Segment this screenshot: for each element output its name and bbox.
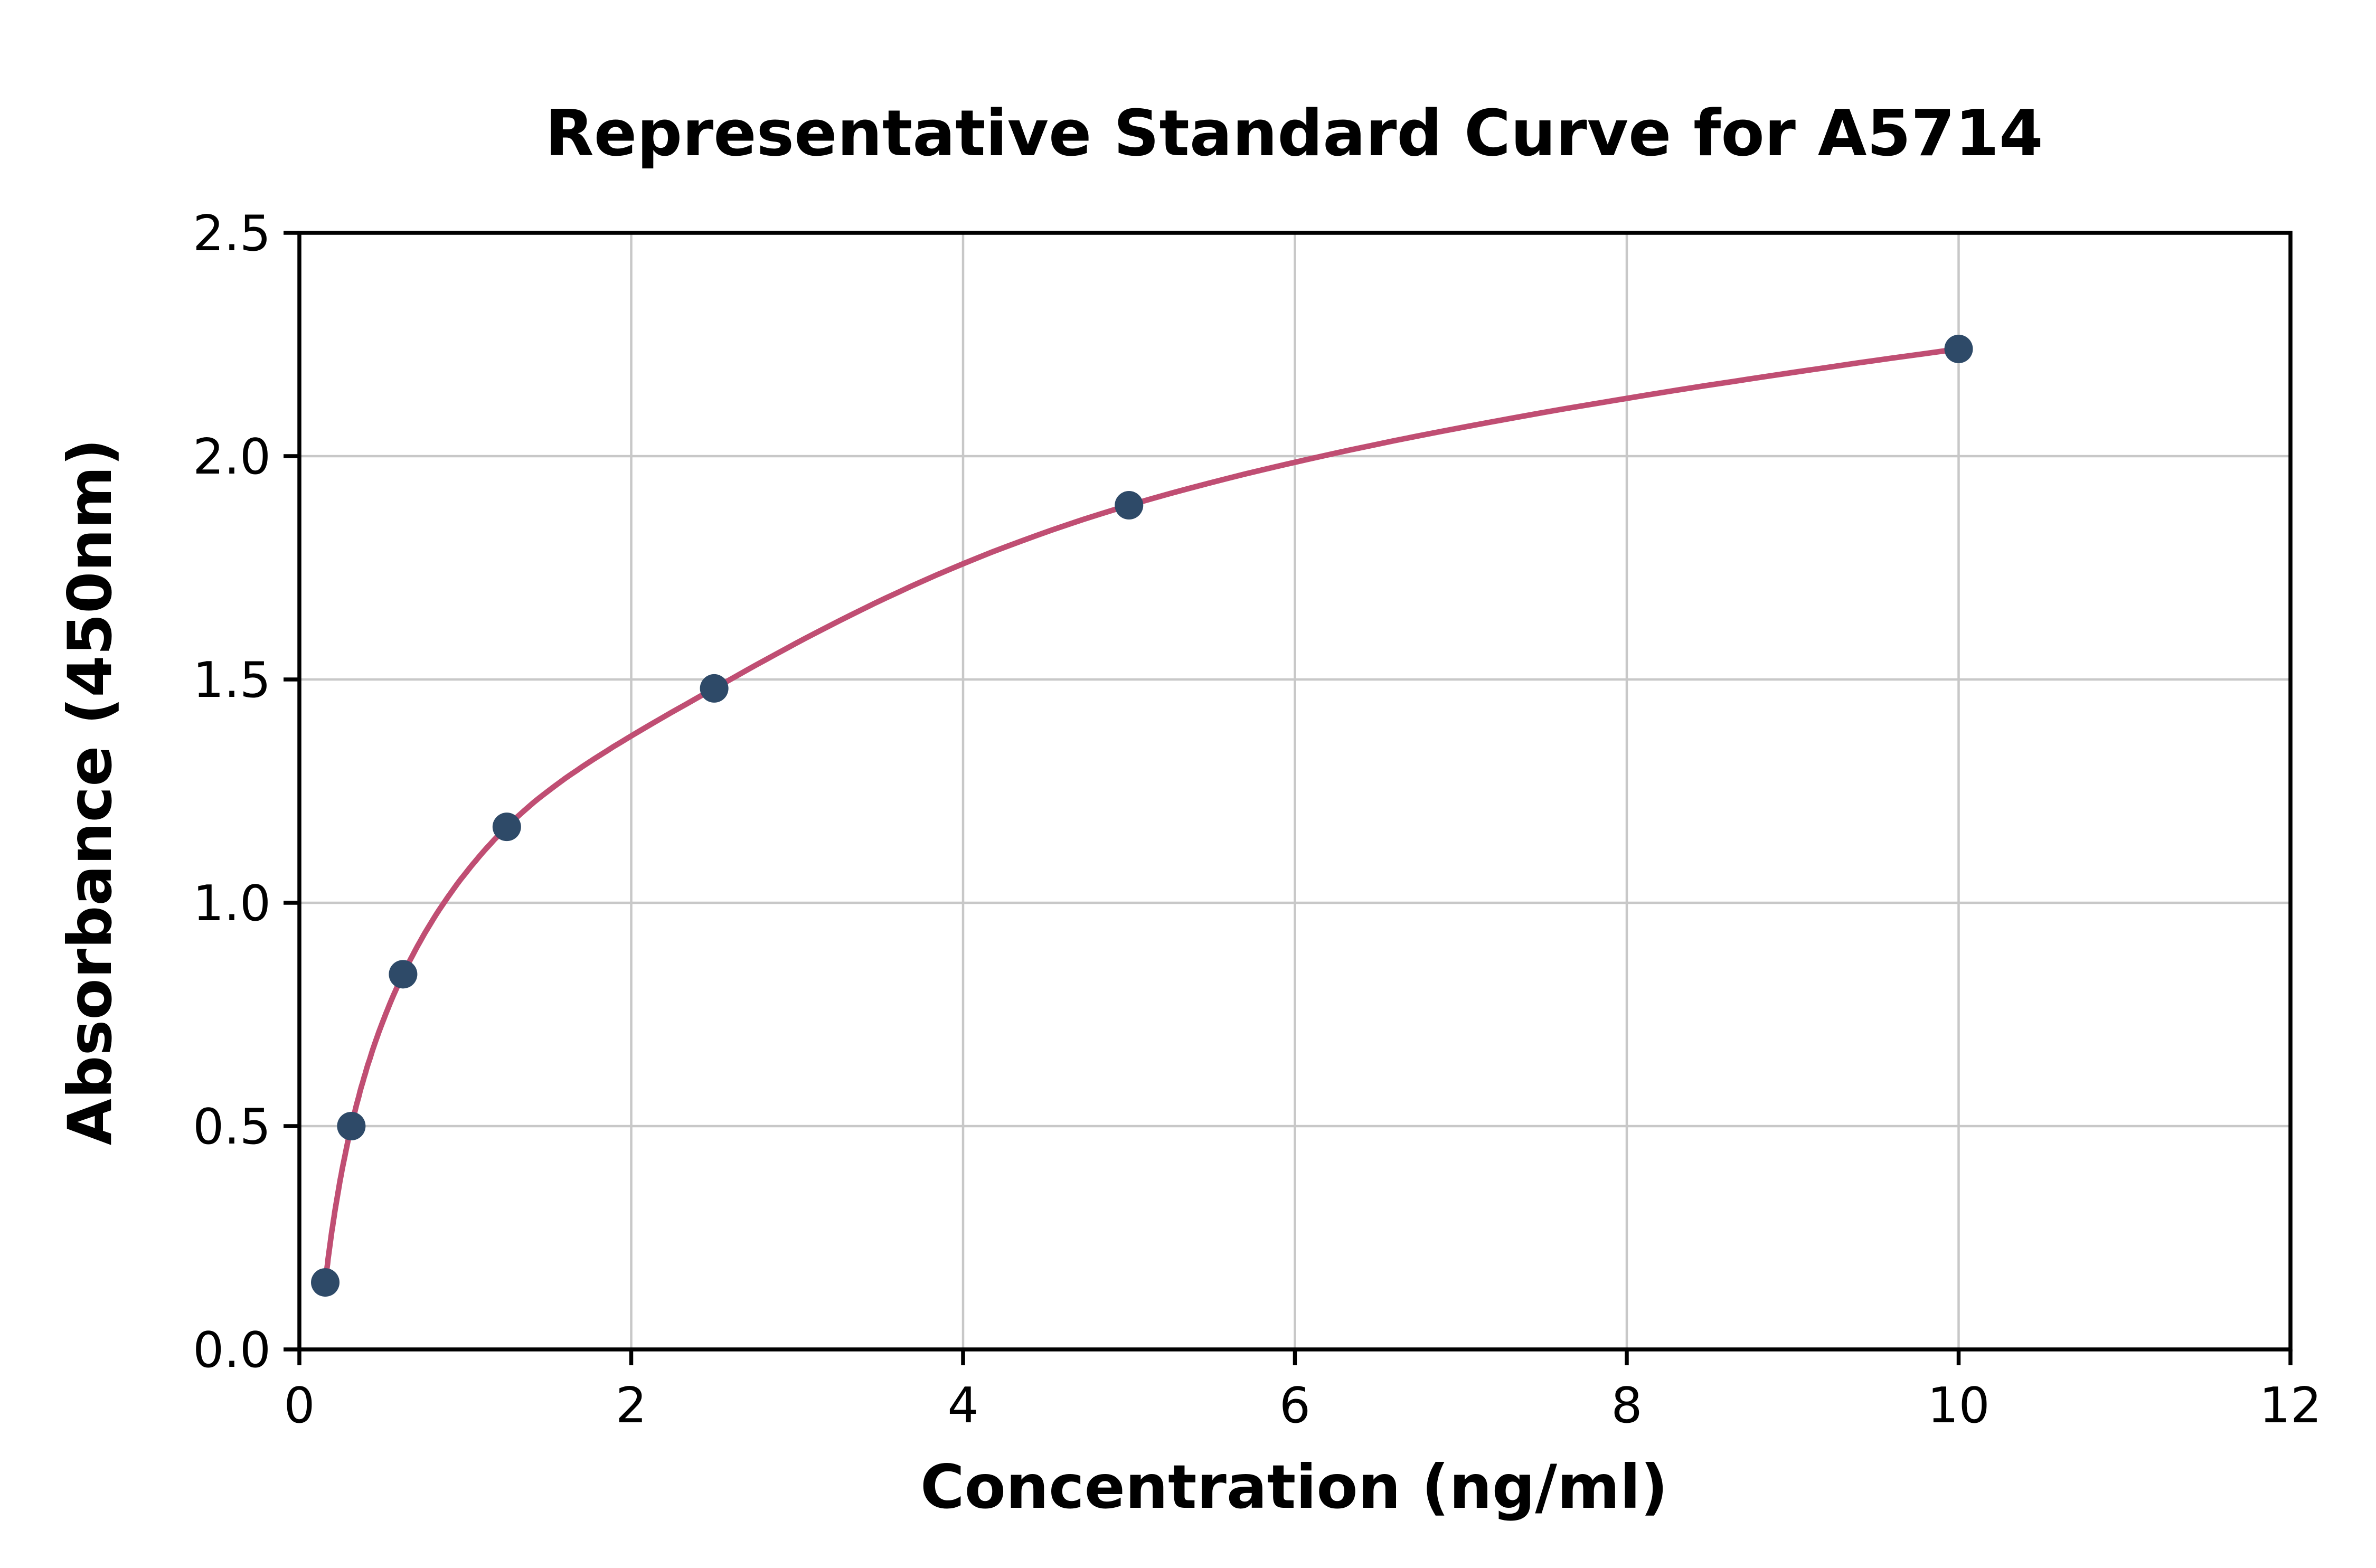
data-points [311, 334, 1973, 1297]
data-point [492, 813, 521, 842]
x-tick-label: 0 [284, 1377, 315, 1434]
y-tick-label: 2.0 [193, 428, 271, 485]
data-point [700, 674, 729, 703]
fit-curve [322, 346, 1962, 1286]
y-tick-label: 0.5 [193, 1098, 271, 1155]
plot-border [297, 231, 2293, 1352]
x-tick-label: 8 [1611, 1377, 1642, 1434]
x-tick-label: 6 [1279, 1377, 1310, 1434]
data-point [1944, 334, 1973, 363]
x-tick-label: 4 [947, 1377, 978, 1434]
data-point [337, 1112, 366, 1140]
chart-title: Representative Standard Curve for A5714 [545, 97, 2043, 171]
y-tick-label: 1.0 [193, 875, 271, 932]
x-axis-label: Concentration (ng/ml) [920, 1452, 1668, 1522]
y-axis-label: Absorbance (450nm) [55, 439, 125, 1146]
x-tick-label: 10 [1927, 1377, 1990, 1434]
data-point [389, 960, 418, 989]
y-tick-label: 0.0 [193, 1321, 271, 1378]
y-tick-label: 1.5 [193, 651, 271, 709]
data-point [1115, 491, 1144, 520]
x-tick-label: 12 [2259, 1377, 2322, 1434]
y-tick-label: 2.5 [193, 205, 271, 262]
x-tick-label: 2 [616, 1377, 647, 1434]
data-point [311, 1268, 340, 1297]
axis-ticks: 0 2 4 6 8 10 12 0.0 0.5 1.0 1.5 2.0 2.5 [193, 205, 2322, 1434]
grid-layer [298, 231, 2292, 1351]
